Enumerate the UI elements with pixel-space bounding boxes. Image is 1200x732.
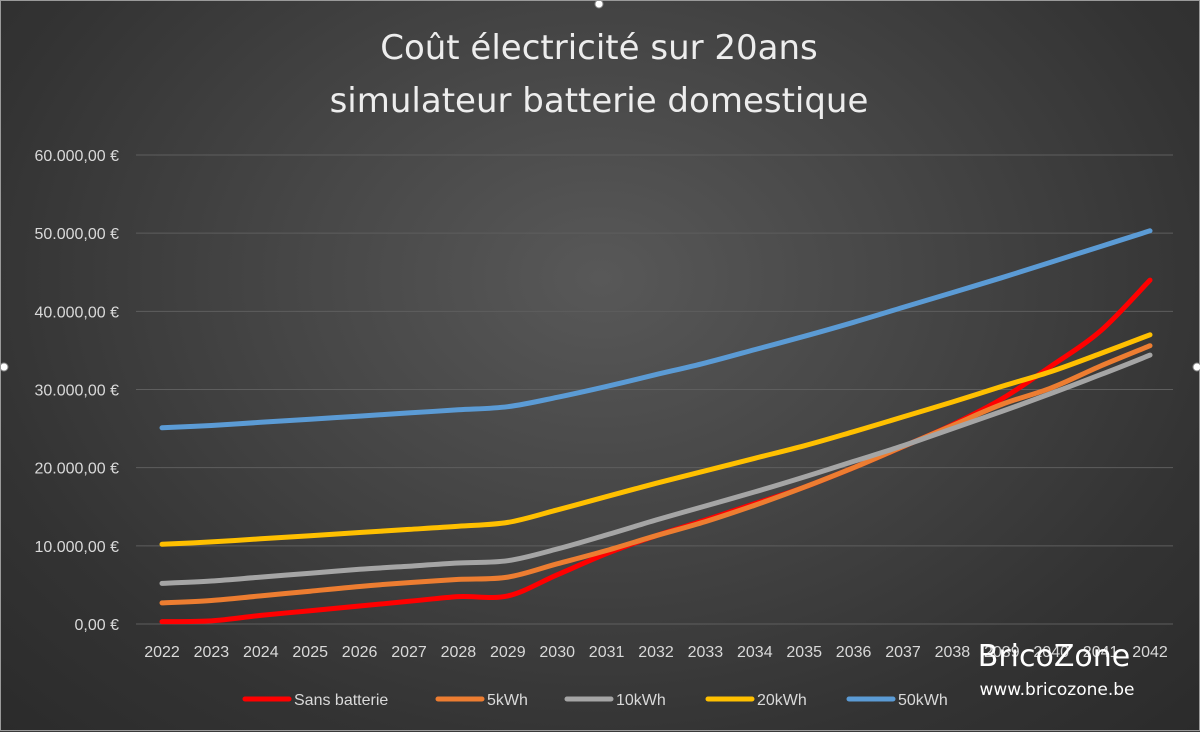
x-tick-label: 2022 [144,644,180,661]
x-tick-label: 2029 [490,644,526,661]
x-tick-label: 2035 [786,644,822,661]
series-lines [159,228,1153,625]
legend-label-2: 10kWh [616,692,666,709]
x-tick-label: 2038 [935,644,971,661]
chart-title-line-1: Coût électricité sur 20ans [380,28,818,68]
x-tick-label: 2036 [836,644,872,661]
resize-handle-right[interactable] [1192,362,1200,372]
y-axis-ticks: 0,00 € 10.000,00 € 20.000,00 € 30.000,00 € 4… [34,148,119,634]
chart-title-line-2: simulateur batterie domestique [330,81,869,121]
legend-label-0: Sans batterie [294,692,388,709]
y-tick-label: 30.000,00 € [34,383,119,400]
y-tick-label: 20.000,00 € [34,461,119,478]
series-line-2 [159,352,1153,586]
series-line-1 [159,343,1153,606]
x-tick-label: 2025 [292,644,328,661]
y-tick-label: 10.000,00 € [34,539,119,556]
x-tick-label: 2028 [441,644,477,661]
series-line-0 [159,277,1153,625]
y-tick-label: 50.000,00 € [34,226,119,243]
x-tick-label: 2032 [638,644,674,661]
chart-title: Coût électricité sur 20ans simulateur ba… [330,28,869,121]
resize-handle-top[interactable] [594,1,604,9]
x-tick-label: 2033 [688,644,724,661]
x-tick-label: 2042 [1132,644,1168,661]
series-line-4 [159,228,1153,431]
x-tick-label: 2023 [194,644,230,661]
x-tick-label: 2030 [539,644,575,661]
x-tick-label: 2039 [984,644,1020,661]
y-tick-label: 40.000,00 € [34,304,119,321]
x-tick-label: 2026 [342,644,378,661]
watermark-brand: BricoZone [978,639,1130,674]
gridlines [136,154,1173,625]
x-tick-label: 2041 [1083,644,1119,661]
x-tick-label: 2034 [737,644,773,661]
resize-handle-left[interactable] [1,362,9,372]
x-tick-label: 2031 [589,644,625,661]
legend-label-1: 5kWh [487,692,528,709]
x-tick-label: 2040 [1033,644,1069,661]
y-tick-label: 0,00 € [75,617,120,634]
legend-label-3: 20kWh [757,692,807,709]
x-axis-ticks: 2022 2023 2024 2025 2026 2027 2028 2029 2030 2031… [144,644,1168,661]
y-tick-label: 60.000,00 € [34,148,119,165]
x-tick-label: 2027 [391,644,427,661]
x-tick-label: 2024 [243,644,279,661]
watermark-url: www.bricozone.be [979,680,1134,700]
legend-label-4: 50kWh [898,692,948,709]
legend: Sans batterie 5kWh 10kWh 20kWh 50kWh [242,692,948,709]
x-tick-label: 2037 [885,644,921,661]
watermark-logo: BricoZone www.bricozone.be [978,639,1135,700]
series-line-3 [159,332,1153,547]
